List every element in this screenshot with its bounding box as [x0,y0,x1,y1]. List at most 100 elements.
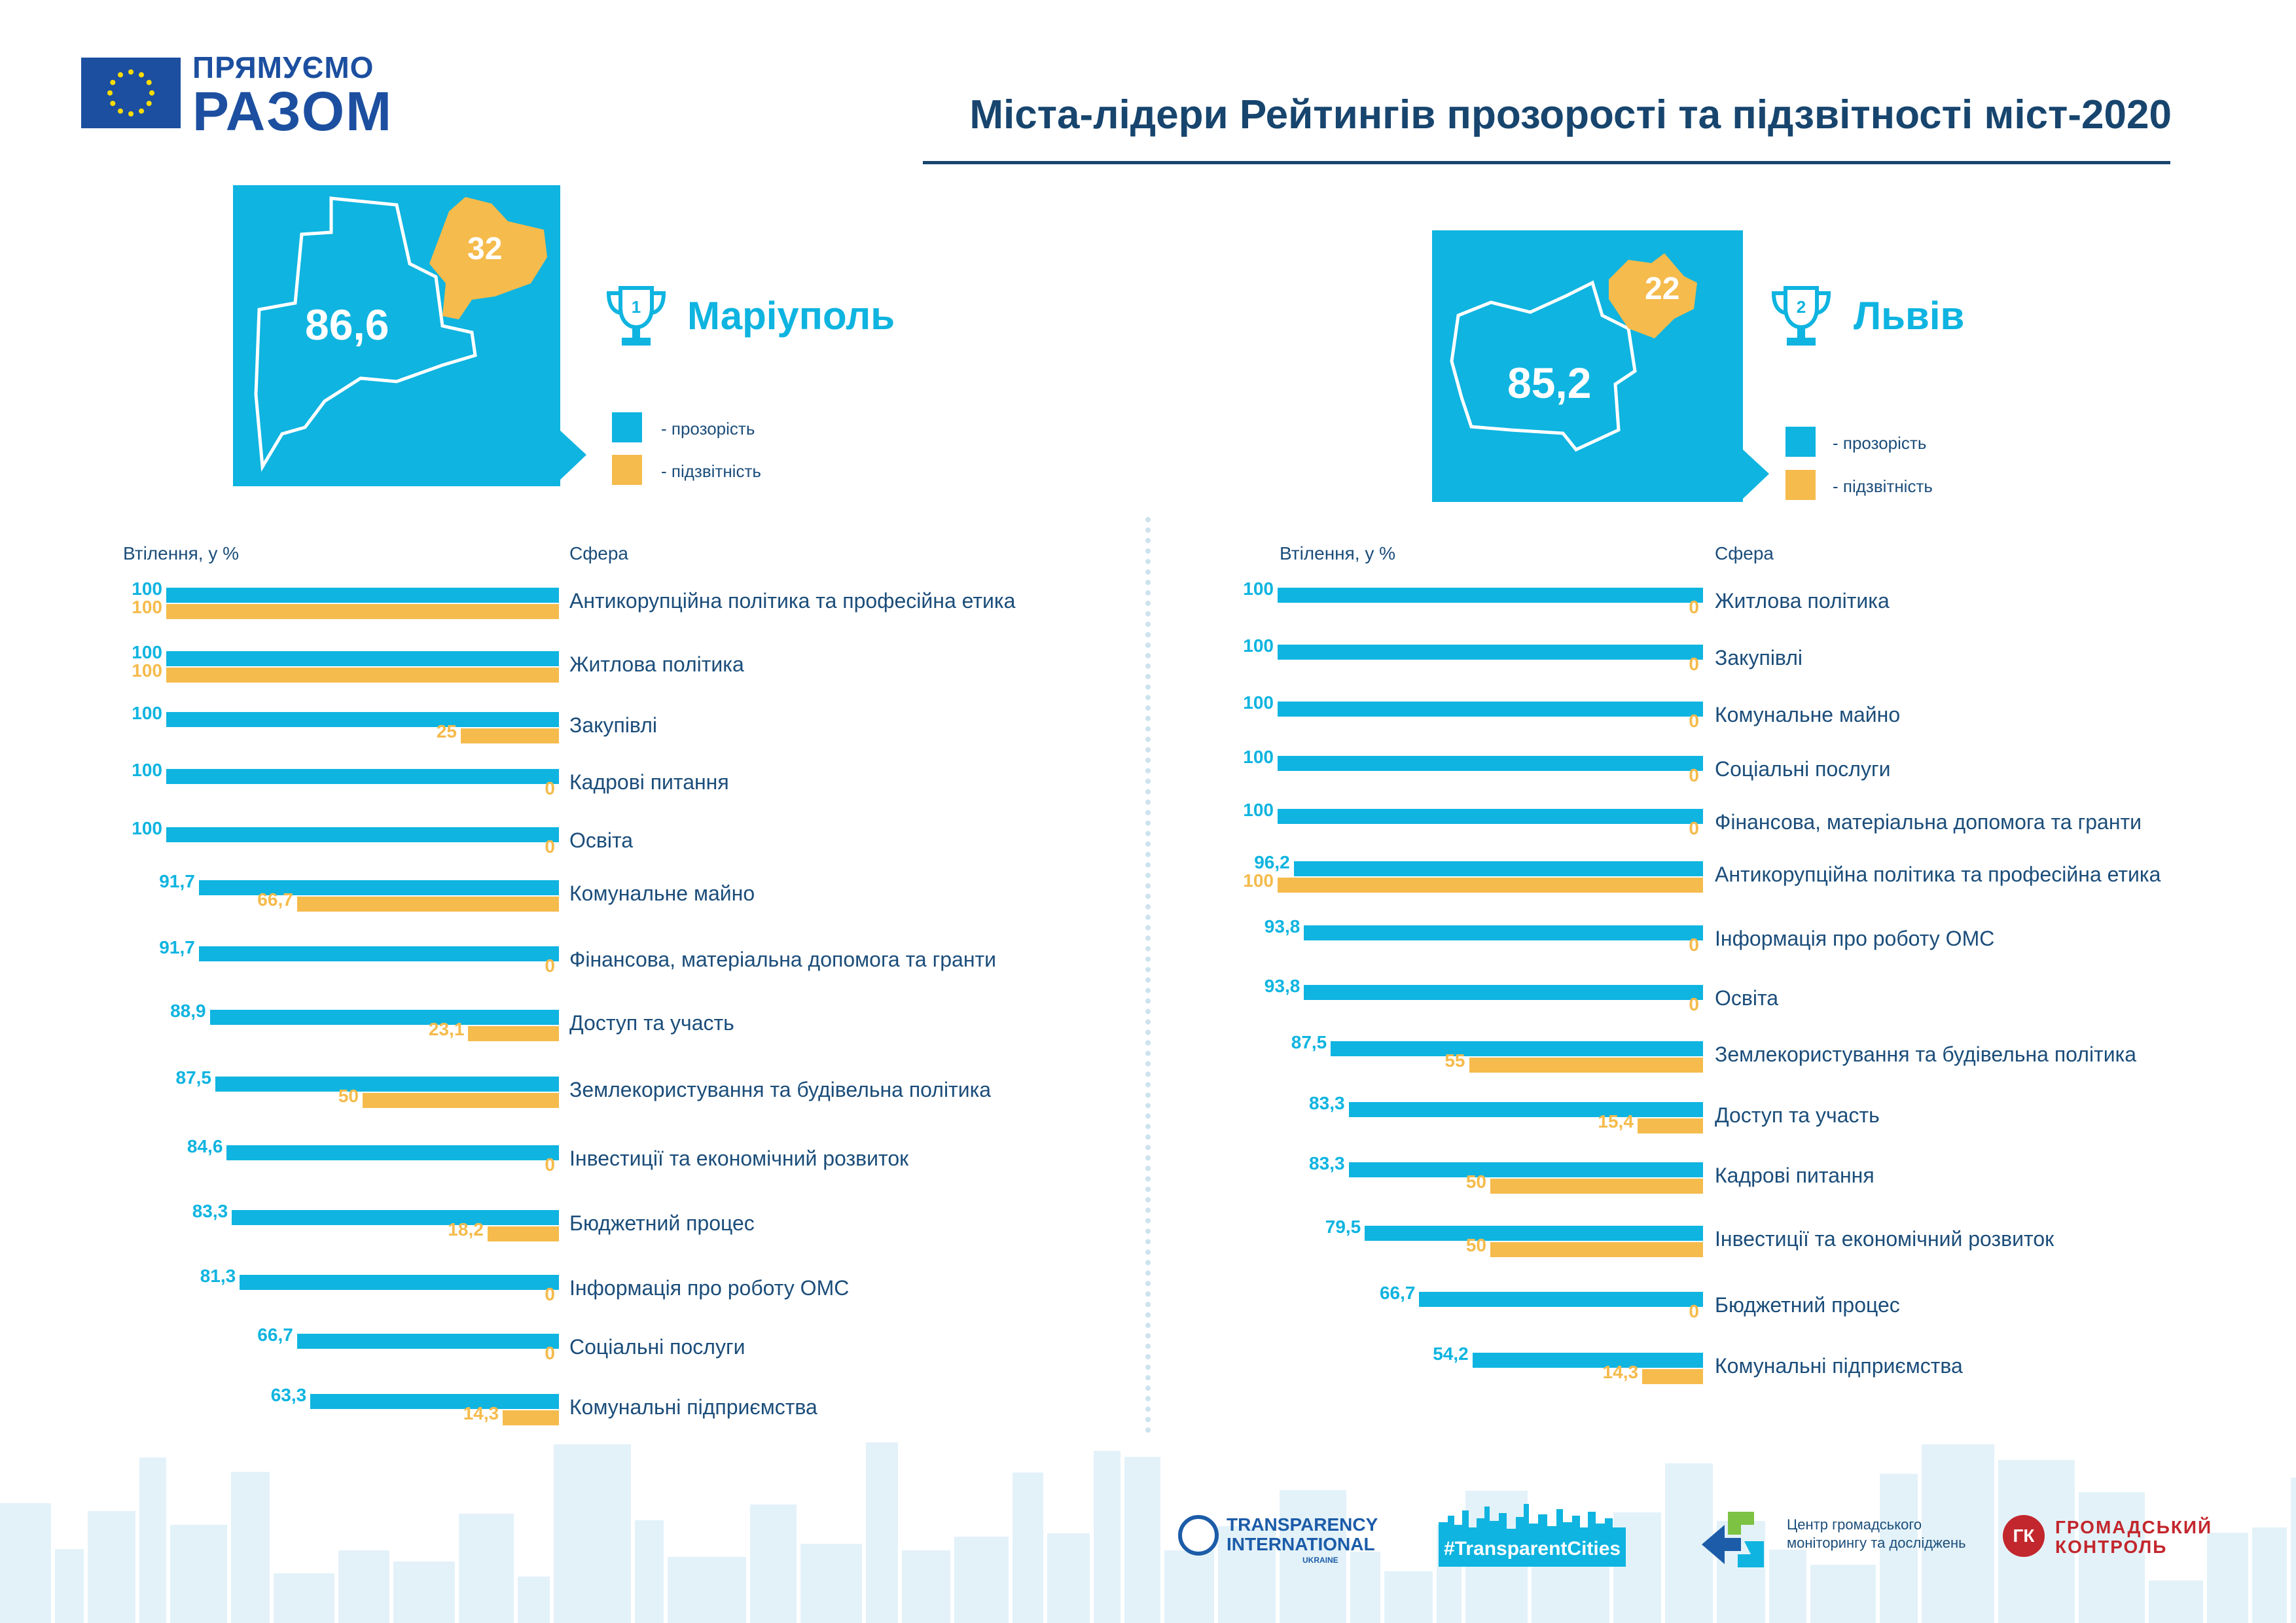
skyline-building [2207,1533,2248,1623]
category-label: Освіта [1715,986,1779,1010]
skyline-building [55,1549,84,1623]
value-label-transparency: 93,8 [1264,976,1300,996]
bar-transparency [240,1275,559,1290]
value-label-accountability: 0 [1689,935,1699,955]
skyline-building [338,1550,389,1623]
city-map-panel-mariupol: 86,6 32 [233,185,586,486]
value-label-transparency: 100 [132,760,162,780]
category-label: Землекористування та будівельна політика [1715,1043,2137,1066]
city-skyline-decoration [0,1442,2296,1623]
ti-line2: INTERNATIONAL [1227,1534,1375,1554]
skyline-building [139,1457,166,1623]
skyline-building [800,1544,862,1623]
skyline-building [2079,1492,2145,1623]
bar-transparency [1348,1102,1703,1117]
category-label: Соціальні послуги [569,1335,745,1359]
bar-transparency [232,1210,559,1225]
eu-star [146,80,152,85]
skyline-building [1769,1550,1806,1623]
category-label: Кадрові питання [1715,1164,1874,1187]
eu-star [118,72,123,78]
value-label-transparency: 66,7 [257,1325,293,1345]
value-label-transparency: 83,3 [1309,1093,1345,1113]
eu-star [110,101,116,106]
bar-transparency [1472,1353,1703,1368]
skyline-building [668,1557,746,1623]
eu-stars-icon [107,69,154,116]
bar-transparency [1304,925,1703,940]
category-label: Кадрові питання [569,770,729,794]
bar-transparency [166,588,559,603]
eu-star [149,90,154,96]
category-label: Комунальне майно [1715,703,1901,726]
skyline-building [1164,1550,1214,1623]
eu-star [128,111,134,116]
category-label: Освіта [569,829,634,852]
bar-accountability [1278,878,1703,893]
category-label: Землекористування та будівельна політика [569,1078,992,1101]
legend-label-transparency: - прозорість [1833,433,1927,453]
eu-star [118,108,123,114]
skyline-building [1218,1526,1276,1623]
bar-accountability [487,1226,559,1241]
skyline-building [0,1503,51,1623]
tc-label: #TransparentCities [1444,1538,1621,1560]
bar-transparency [1365,1226,1703,1241]
value-label-transparency: 100 [1243,692,1274,713]
value-label-accountability: 0 [1689,818,1699,838]
category-label: Інвестиції та економічний розвиток [1715,1227,2054,1251]
value-label-transparency: 91,7 [159,937,195,957]
value-label-transparency: 63,3 [270,1385,307,1405]
value-label-accountability: 18,2 [448,1219,484,1240]
value-label-transparency: 83,3 [192,1201,228,1221]
gk-circle-icon: ГК [2003,1515,2045,1557]
bar-accountability [166,604,559,619]
skyline-building [1013,1472,1043,1623]
value-label-accountability: 14,3 [463,1403,499,1423]
value-label-accountability: 0 [545,778,555,798]
value-label-accountability: 0 [545,836,555,857]
value-label-accountability: 0 [545,1284,555,1304]
category-label: Антикорупційна політика та професійна ет… [569,589,1016,613]
value-label-accountability: 23,1 [428,1019,465,1039]
eu-flag-logo [81,58,181,128]
value-label-transparency: 93,8 [1264,916,1300,936]
eu-star [139,108,144,114]
value-label-accountability: 100 [132,660,162,681]
value-label-transparency: 87,5 [175,1067,212,1088]
mariupol-map-outline [254,196,586,480]
value-label-accountability: 50 [338,1086,359,1106]
category-label: Фінансова, матеріальна допомога та грант… [1715,810,2142,834]
skyline-building [1124,1457,1160,1623]
skyline-building [2149,1580,2203,1623]
bar-transparency [1278,702,1703,717]
value-label-transparency: 100 [132,642,162,662]
bar-transparency [166,827,559,842]
bar-transparency [1419,1292,1703,1307]
value-label-accountability: 100 [132,597,162,617]
category-label: Бюджетний процес [1715,1293,1900,1317]
skyline-building [1047,1533,1090,1623]
tc-label-box [1439,1531,1626,1567]
category-label: Антикорупційна політика та професійна ет… [1715,863,2161,886]
bar-transparency [209,1010,559,1025]
value-label-accountability: 66,7 [257,889,293,910]
accountability-badge: 32 [467,232,503,266]
category-label: Інформація про роботу ОМС [1715,927,1995,950]
value-label-accountability: 25 [436,721,457,741]
value-label-transparency: 87,5 [1291,1032,1327,1052]
bar-transparency [166,651,559,666]
logo-line2: РАЗОМ [192,80,393,142]
value-label-accountability: 15,4 [1598,1111,1634,1132]
eu-star [110,80,116,85]
gk-line1: ГРОМАДСЬКИЙ [2055,1517,2213,1537]
value-label-transparency: 100 [132,818,162,838]
skyline-building [954,1537,1009,1623]
skyline-building [902,1550,950,1623]
value-label-accountability: 100 [1243,870,1274,891]
bar-accountability [468,1026,559,1041]
value-label-transparency: 54,2 [1433,1344,1469,1364]
bar-transparency [1293,861,1703,876]
value-label-accountability: 0 [1689,654,1699,674]
value-label-transparency: 79,5 [1325,1217,1361,1237]
